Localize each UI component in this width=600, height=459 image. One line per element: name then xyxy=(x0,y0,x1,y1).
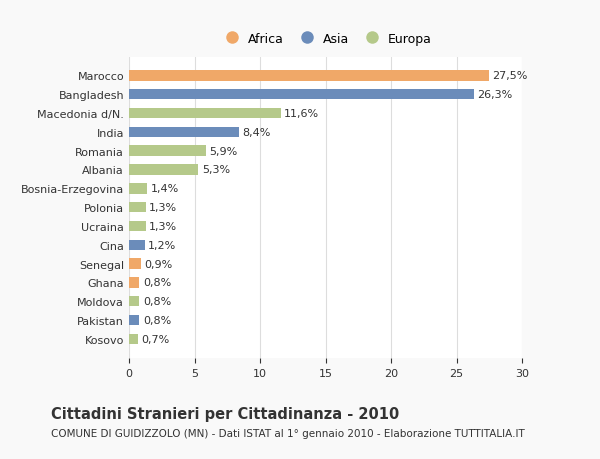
Bar xyxy=(129,184,148,194)
Text: 5,9%: 5,9% xyxy=(209,146,238,157)
Text: 26,3%: 26,3% xyxy=(477,90,512,100)
Bar xyxy=(129,146,206,157)
Bar xyxy=(129,90,473,100)
Bar xyxy=(129,109,281,119)
Bar xyxy=(129,315,139,325)
Text: Cittadini Stranieri per Cittadinanza - 2010: Cittadini Stranieri per Cittadinanza - 2… xyxy=(51,406,399,421)
Bar xyxy=(129,128,239,138)
Bar xyxy=(129,240,145,251)
Bar xyxy=(129,334,138,344)
Text: 0,9%: 0,9% xyxy=(144,259,172,269)
Text: 5,3%: 5,3% xyxy=(202,165,230,175)
Text: 1,3%: 1,3% xyxy=(149,203,178,213)
Text: 1,2%: 1,2% xyxy=(148,240,176,250)
Text: 1,4%: 1,4% xyxy=(151,184,179,194)
Bar xyxy=(129,297,139,307)
Legend: Africa, Asia, Europa: Africa, Asia, Europa xyxy=(214,28,437,50)
Bar xyxy=(129,165,199,175)
Bar xyxy=(129,278,139,288)
Text: 27,5%: 27,5% xyxy=(493,71,528,81)
Bar xyxy=(129,202,146,213)
Bar xyxy=(129,259,141,269)
Text: 0,8%: 0,8% xyxy=(143,297,171,307)
Text: 11,6%: 11,6% xyxy=(284,109,319,119)
Bar xyxy=(129,71,489,81)
Text: 0,8%: 0,8% xyxy=(143,315,171,325)
Text: 1,3%: 1,3% xyxy=(149,222,178,231)
Text: 0,8%: 0,8% xyxy=(143,278,171,288)
Text: 0,7%: 0,7% xyxy=(142,334,170,344)
Text: 8,4%: 8,4% xyxy=(242,128,271,138)
Bar xyxy=(129,221,146,232)
Text: COMUNE DI GUIDIZZOLO (MN) - Dati ISTAT al 1° gennaio 2010 - Elaborazione TUTTITA: COMUNE DI GUIDIZZOLO (MN) - Dati ISTAT a… xyxy=(51,428,525,438)
